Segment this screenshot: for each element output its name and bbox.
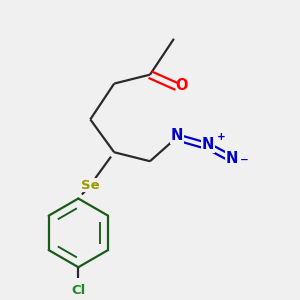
Text: −: − xyxy=(240,155,248,165)
Text: N: N xyxy=(202,137,214,152)
Text: N: N xyxy=(171,128,183,143)
Text: +: + xyxy=(217,132,226,142)
Text: O: O xyxy=(175,78,188,93)
Text: N: N xyxy=(226,151,238,166)
Text: Se: Se xyxy=(81,178,100,192)
Text: Cl: Cl xyxy=(71,284,85,297)
